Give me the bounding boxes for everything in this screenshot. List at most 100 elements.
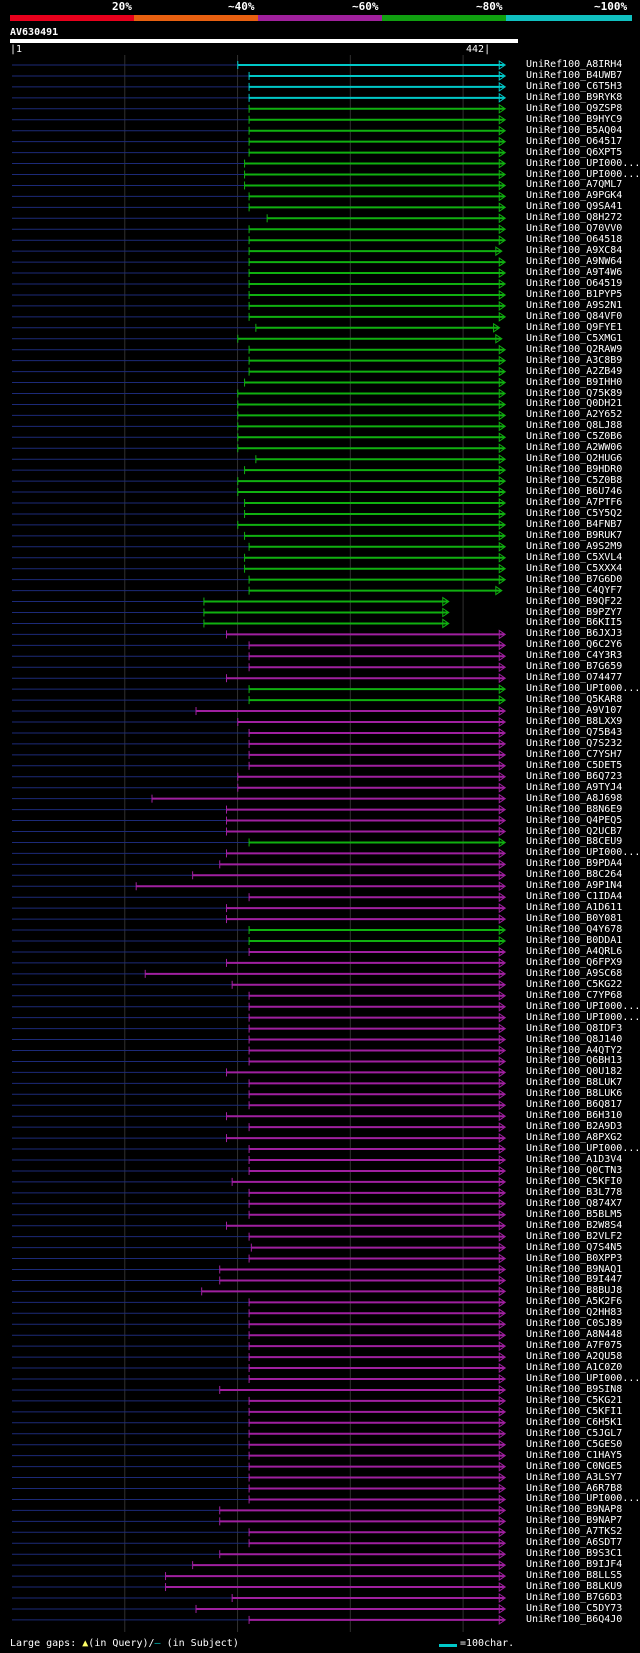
hit-label[interactable]: UniRef100_O64517 [526, 135, 623, 147]
hit-label[interactable]: UniRef100_B7G659 [526, 661, 623, 673]
hit-label[interactable]: UniRef100_B2A9D3 [526, 1121, 623, 1133]
hit-label[interactable]: UniRef100_B9S3C1 [526, 1548, 623, 1560]
hit-label[interactable]: UniRef100_A2Y652 [526, 409, 623, 421]
hit-label[interactable]: UniRef100_O64519 [526, 278, 623, 289]
hit-label[interactable]: UniRef100_B6U746 [526, 486, 623, 498]
hit-label[interactable]: UniRef100_A5K2F6 [526, 1296, 623, 1308]
hit-label[interactable]: UniRef100_C5DET5 [526, 759, 623, 771]
hit-label[interactable]: UniRef100_C5XVL4 [526, 551, 623, 563]
hit-label[interactable]: UniRef100_B6Q817 [526, 1099, 623, 1111]
hit-label[interactable]: UniRef100_Q874X7 [526, 1197, 623, 1209]
hit-label[interactable]: UniRef100_C5KG22 [526, 978, 623, 990]
hit-label[interactable]: UniRef100_B6JXJ3 [526, 628, 623, 640]
hit-label[interactable]: UniRef100_B9NAP7 [526, 1515, 623, 1527]
hit-label[interactable]: UniRef100_A8N448 [526, 1329, 623, 1341]
hit-label[interactable]: UniRef100_C5Z0B8 [526, 475, 623, 487]
hit-label[interactable]: UniRef100_B5AQ04 [526, 124, 623, 136]
hit-label[interactable]: UniRef100_A1D3V4 [526, 1154, 623, 1165]
hit-label[interactable]: UniRef100_UPI000... [526, 1373, 640, 1384]
hit-label[interactable]: UniRef100_Q75K89 [526, 387, 623, 399]
hit-label[interactable]: UniRef100_Q9ZSP8 [526, 102, 623, 114]
hit-label[interactable]: UniRef100_Q6C2Y6 [526, 639, 623, 651]
hit-label[interactable]: UniRef100_B9QF22 [526, 595, 623, 607]
hit-label[interactable]: UniRef100_A3LSY7 [526, 1471, 623, 1483]
hit-label[interactable]: UniRef100_B4FNB7 [526, 518, 623, 530]
hit-label[interactable]: UniRef100_Q4Y678 [526, 924, 623, 936]
hit-label[interactable]: UniRef100_B8BUJ8 [526, 1285, 623, 1297]
hit-label[interactable]: UniRef100_Q6FPX9 [526, 956, 623, 968]
hit-label[interactable]: UniRef100_C7YSH7 [526, 748, 623, 760]
hit-label[interactable]: UniRef100_UPI000... [526, 157, 640, 169]
hit-label[interactable]: UniRef100_A7PTF6 [526, 497, 623, 508]
hit-label[interactable]: UniRef100_C5JGL7 [526, 1427, 623, 1439]
hit-label[interactable]: UniRef100_B9IHH0 [526, 376, 623, 388]
hit-label[interactable]: UniRef100_A9S2M9 [526, 540, 623, 552]
hit-label[interactable]: UniRef100_A6SDT7 [526, 1537, 623, 1549]
hit-label[interactable]: UniRef100_B9PZY7 [526, 606, 623, 618]
hit-label[interactable]: UniRef100_A9V107 [526, 705, 623, 717]
hit-label[interactable]: UniRef100_A9S2N1 [526, 299, 623, 311]
hit-label[interactable]: UniRef100_C5Z0B6 [526, 431, 623, 443]
hit-label[interactable]: UniRef100_C5KG21 [526, 1394, 623, 1406]
hit-label[interactable]: UniRef100_A4QTY2 [526, 1044, 623, 1056]
hit-label[interactable]: UniRef100_B9SIN8 [526, 1383, 623, 1395]
hit-label[interactable]: UniRef100_B8LXX9 [526, 716, 623, 727]
hit-label[interactable]: UniRef100_C4QYF7 [526, 584, 623, 596]
hit-label[interactable]: UniRef100_B5BLM5 [526, 1208, 623, 1220]
hit-label[interactable]: UniRef100_A8J698 [526, 792, 623, 804]
hit-label[interactable]: UniRef100_B9HYC9 [526, 113, 623, 125]
hit-label[interactable]: UniRef100_B6KII5 [526, 617, 623, 629]
hit-label[interactable]: UniRef100_B2VLF2 [526, 1230, 623, 1242]
hit-label[interactable]: UniRef100_B8N6E9 [526, 803, 623, 815]
hit-label[interactable]: UniRef100_B9PDA4 [526, 858, 623, 870]
hit-label[interactable]: UniRef100_B8LLS5 [526, 1570, 623, 1582]
hit-label[interactable]: UniRef100_Q0U182 [526, 1066, 623, 1078]
hit-label[interactable]: UniRef100_A9NW64 [526, 256, 623, 268]
hit-label[interactable]: UniRef100_B7G6D3 [526, 1592, 623, 1603]
hit-label[interactable]: UniRef100_C5KFI0 [526, 1175, 623, 1187]
hit-label[interactable]: UniRef100_B8LUK7 [526, 1077, 623, 1089]
hit-label[interactable]: UniRef100_A7TKS2 [526, 1526, 623, 1538]
hit-label[interactable]: UniRef100_Q9FYE1 [526, 321, 623, 333]
hit-label[interactable]: UniRef100_C6H5K1 [526, 1416, 623, 1428]
hit-label[interactable]: UniRef100_C7YP68 [526, 989, 623, 1001]
hit-label[interactable]: UniRef100_C1IDA4 [526, 891, 623, 903]
hit-label[interactable]: UniRef100_UPI000... [526, 1143, 640, 1155]
hit-label[interactable]: UniRef100_B0DDA1 [526, 935, 623, 946]
hit-label[interactable]: UniRef100_B8C264 [526, 869, 623, 881]
hit-label[interactable]: UniRef100_B4UWB7 [526, 69, 623, 81]
hit-label[interactable]: UniRef100_C5XMG1 [526, 332, 623, 344]
hit-label[interactable]: UniRef100_B9RYK8 [526, 91, 623, 103]
hit-label[interactable]: UniRef100_A1D611 [526, 902, 623, 914]
hit-label[interactable]: UniRef100_B2W8S4 [526, 1219, 623, 1231]
hit-label[interactable]: UniRef100_Q9SA41 [526, 201, 623, 213]
hit-label[interactable]: UniRef100_C4Y3R3 [526, 650, 623, 662]
hit-label[interactable]: UniRef100_C0SJ89 [526, 1318, 623, 1330]
hit-label[interactable]: UniRef100_A9SC68 [526, 967, 623, 979]
hit-label[interactable]: UniRef100_A3C8B9 [526, 354, 623, 366]
hit-label[interactable]: UniRef100_UPI000... [526, 1493, 640, 1505]
hit-label[interactable]: UniRef100_B6H310 [526, 1110, 623, 1122]
hit-label[interactable]: UniRef100_A2ZB49 [526, 365, 623, 377]
hit-label[interactable]: UniRef100_A8PXG2 [526, 1132, 623, 1144]
hit-label[interactable]: UniRef100_B6Q723 [526, 770, 623, 782]
hit-label[interactable]: UniRef100_B8LUK6 [526, 1088, 623, 1100]
hit-label[interactable]: UniRef100_A9XC84 [526, 245, 623, 257]
hit-label[interactable]: UniRef100_C6T5H3 [526, 80, 623, 92]
hit-label[interactable]: UniRef100_C1HAY5 [526, 1449, 623, 1461]
hit-label[interactable]: UniRef100_Q6XPT5 [526, 146, 623, 158]
hit-label[interactable]: UniRef100_A7F075 [526, 1340, 623, 1352]
hit-label[interactable]: UniRef100_Q7S4N5 [526, 1241, 623, 1253]
hit-label[interactable]: UniRef100_C0NGE5 [526, 1460, 623, 1472]
hit-label[interactable]: UniRef100_B8LKU9 [526, 1581, 623, 1593]
hit-label[interactable]: UniRef100_Q2RAW9 [526, 343, 623, 355]
hit-label[interactable]: UniRef100_Q0DH21 [526, 398, 623, 410]
hit-label[interactable]: UniRef100_Q6BH13 [526, 1055, 623, 1067]
hit-label[interactable]: UniRef100_O74477 [526, 672, 623, 684]
hit-label[interactable]: UniRef100_A9T4W6 [526, 267, 623, 279]
hit-label[interactable]: UniRef100_Q7S232 [526, 737, 623, 749]
hit-label[interactable]: UniRef100_A2WW06 [526, 442, 623, 454]
hit-label[interactable]: UniRef100_B8CEU9 [526, 836, 623, 848]
hit-label[interactable]: UniRef100_UPI000... [526, 1000, 640, 1012]
hit-label[interactable]: UniRef100_Q8J140 [526, 1033, 623, 1045]
